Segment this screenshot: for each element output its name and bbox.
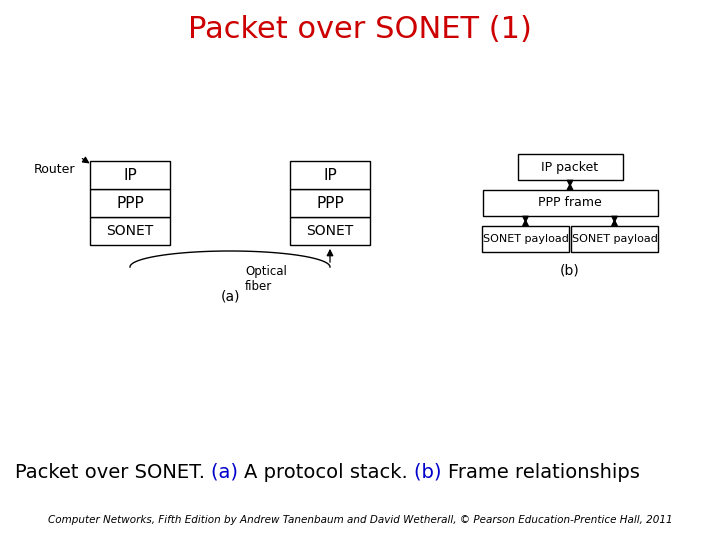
Bar: [482, 190, 657, 216]
Text: IP: IP: [123, 167, 137, 183]
Bar: [90, 217, 170, 245]
Bar: [290, 189, 370, 217]
Text: Computer Networks, Fifth Edition by Andrew Tanenbaum and David Wetherall, © Pear: Computer Networks, Fifth Edition by Andr…: [48, 515, 672, 525]
Text: PPP: PPP: [116, 195, 144, 211]
Bar: [90, 161, 170, 189]
Text: Optical
fiber: Optical fiber: [245, 265, 287, 293]
Bar: [90, 189, 170, 217]
Text: (a): (a): [211, 462, 245, 482]
Text: (a): (a): [220, 290, 240, 304]
Text: A protocol stack.: A protocol stack.: [245, 462, 415, 482]
Text: PPP: PPP: [316, 195, 344, 211]
Text: SONET payload: SONET payload: [572, 234, 657, 244]
Text: SONET: SONET: [107, 224, 153, 238]
Text: Packet over SONET.: Packet over SONET.: [15, 462, 211, 482]
Text: PPP frame: PPP frame: [538, 197, 602, 210]
Bar: [571, 226, 658, 252]
Text: SONET payload: SONET payload: [482, 234, 568, 244]
Text: (b): (b): [560, 263, 580, 277]
Text: Router: Router: [34, 163, 75, 176]
Text: (b): (b): [415, 462, 449, 482]
Text: SONET: SONET: [307, 224, 354, 238]
Text: IP: IP: [323, 167, 337, 183]
Bar: [290, 217, 370, 245]
Bar: [518, 154, 623, 180]
Text: IP packet: IP packet: [541, 160, 598, 173]
Bar: [290, 161, 370, 189]
Text: Packet over SONET (1): Packet over SONET (1): [188, 16, 532, 44]
Text: Frame relationships: Frame relationships: [449, 462, 640, 482]
Bar: [482, 226, 569, 252]
